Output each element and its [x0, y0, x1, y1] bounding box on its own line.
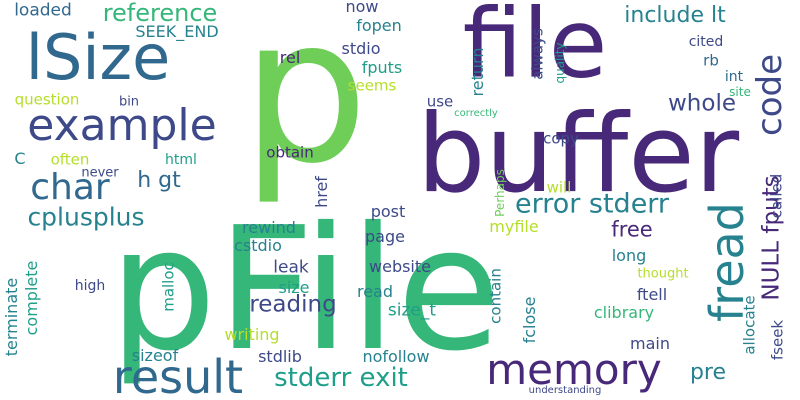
word-p: p	[241, 0, 369, 208]
word-leak: leak	[273, 257, 309, 278]
word-nofollow: nofollow	[362, 347, 430, 366]
word-cplusplus: cplusplus	[27, 202, 145, 232]
word-cstdio: cstdio	[234, 236, 282, 255]
word-question: question	[14, 90, 80, 109]
word-site: site	[729, 85, 751, 99]
word-use: use	[426, 92, 454, 111]
word-copy: copy	[543, 129, 579, 148]
word-stdio: stdio	[341, 39, 381, 58]
word-whole: whole	[667, 90, 737, 117]
word-int: int	[724, 69, 744, 85]
word-SEEK_END: SEEK_END	[135, 22, 219, 41]
word-return: return	[468, 47, 487, 97]
word-always: always	[528, 28, 547, 80]
word-seems: seems	[347, 76, 397, 95]
word-loaded: loaded	[14, 0, 72, 21]
word-rb: rb	[703, 51, 719, 70]
word-website: website	[369, 257, 431, 276]
word-page: page	[365, 227, 405, 246]
word-thought: thought	[637, 266, 689, 282]
word-bin: bin	[118, 94, 140, 110]
word-obtain: obtain	[266, 143, 314, 162]
word-myfile: myfile	[489, 217, 539, 236]
word-pFile: pFile	[108, 191, 502, 389]
word-file: file	[462, 0, 608, 100]
word-terminate: terminate	[2, 277, 21, 357]
word-error-stderr: error stderr	[514, 188, 670, 220]
word-called: called	[767, 173, 786, 219]
word-now: now	[345, 0, 379, 16]
word-h-gt: h gt	[137, 168, 181, 193]
word-stdlib: stdlib	[258, 347, 302, 366]
word-code: code	[750, 54, 790, 136]
word-char: char	[30, 167, 110, 208]
word-stderr-exit: stderr exit	[274, 363, 408, 393]
word-size_t: size_t	[387, 300, 437, 321]
word-read: read	[356, 282, 394, 301]
word-writing: writing	[224, 325, 280, 344]
word-C: C	[14, 149, 26, 168]
word-will: will	[546, 178, 572, 197]
word-malloc: malloc	[159, 262, 178, 312]
word-lSize: lSize	[25, 21, 171, 94]
word-high: high	[74, 278, 106, 294]
word-understanding: understanding	[528, 385, 602, 396]
word-free: free	[611, 217, 653, 242]
word-fclose: fclose	[520, 296, 539, 344]
word-rewind: rewind	[242, 218, 296, 237]
word-result: result	[112, 350, 244, 400]
word-href: href	[312, 176, 331, 208]
word-clibrary: clibrary	[593, 303, 655, 322]
word-reference: reference	[102, 0, 218, 27]
word-long: long	[611, 246, 647, 265]
word-sizeof: sizeof	[131, 346, 179, 365]
word-contain: contain	[486, 268, 505, 324]
word-never: never	[81, 165, 119, 181]
word-correctly: correctly	[454, 108, 498, 119]
word-Perhaps: Perhaps	[493, 169, 507, 217]
word-html: html	[165, 152, 197, 168]
word-example: example	[27, 100, 217, 151]
word-often: often	[50, 150, 90, 169]
word-complete: complete	[22, 260, 41, 336]
word-include-lt: include lt	[624, 3, 726, 28]
word-size: size	[278, 278, 310, 297]
word-pre: pre	[689, 360, 727, 385]
word-reading: reading	[249, 291, 337, 318]
word-fputs-small: fputs	[361, 58, 403, 77]
word-buffer: buffer	[416, 92, 740, 217]
word-post: post	[370, 202, 406, 221]
word-allocate: allocate	[740, 295, 759, 355]
word-rel: rel	[279, 48, 301, 67]
word-ftell: ftell	[636, 285, 668, 304]
word-cited: cited	[688, 34, 724, 50]
word-main: main	[630, 334, 670, 353]
word-fopen: fopen	[356, 16, 402, 35]
word-memory: memory	[486, 345, 662, 394]
word-fseek: fseek	[768, 319, 787, 361]
word-quality: quality	[553, 42, 567, 84]
